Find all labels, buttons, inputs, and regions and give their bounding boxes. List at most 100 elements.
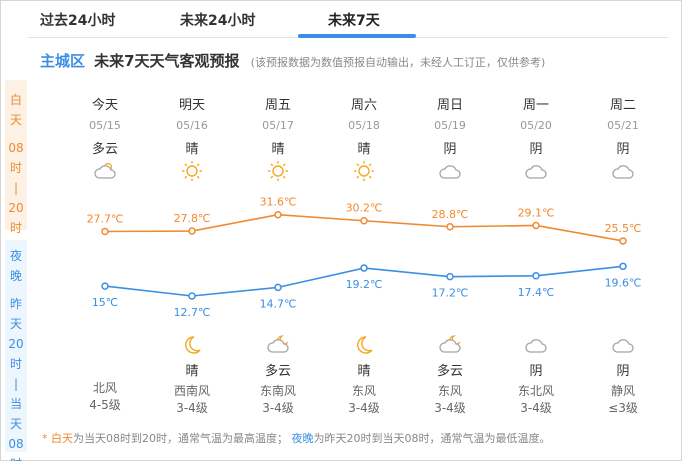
- day-date: 05/21: [607, 119, 639, 132]
- cloudy-night-icon: [439, 335, 461, 353]
- high-temp-label: 28.8℃: [432, 208, 469, 221]
- day-condition: 晴: [185, 142, 199, 157]
- night-column: 多云东南风 3-4级: [238, 331, 318, 416]
- sun-icon: [354, 161, 374, 181]
- high-temp-point: [446, 223, 454, 231]
- disclaimer-note: (该预报数据为数值预报自动输出，未经人工订正，仅供参考): [250, 56, 546, 69]
- cloudy-night-icon: [267, 335, 289, 353]
- wind-level: 3-4级: [176, 401, 208, 415]
- day-name: 明天: [178, 98, 205, 113]
- day-condition: 晴: [357, 142, 371, 157]
- cloud-icon: [525, 165, 547, 179]
- moon-icon: [185, 336, 201, 354]
- high-temp-label: 29.1℃: [518, 206, 555, 219]
- night-icon-slot: [238, 334, 318, 356]
- night-column: 北风 4-5级: [65, 331, 145, 413]
- day-date: 05/15: [89, 119, 121, 132]
- low-temp-point: [274, 283, 282, 292]
- side-label-char: 时: [5, 454, 27, 461]
- cloud-icon: [612, 339, 634, 353]
- high-temp-point: [101, 227, 109, 236]
- cloud-icon: [525, 339, 547, 353]
- night-condition: 多云: [264, 364, 291, 379]
- low-temp-label: 14.7℃: [260, 297, 297, 310]
- low-temp-point: [360, 264, 368, 272]
- day-column: 周日 05/19 阴: [415, 94, 485, 182]
- day-condition: 阴: [529, 142, 543, 157]
- night-column: 多云 东风 3-4级: [410, 331, 490, 416]
- day-column: 周二 05/21 阴: [588, 94, 658, 182]
- night-condition: 晴: [357, 364, 371, 379]
- high-temp-point: [619, 237, 627, 245]
- tab-bar: 过去24小时 未来24小时 未来7天: [28, 4, 668, 38]
- high-temp-label: 31.6℃: [260, 196, 297, 209]
- sun-icon: [182, 161, 202, 181]
- wind-direction: 静风: [610, 384, 635, 398]
- night-condition: 阴: [529, 364, 543, 379]
- day-column: 周一 05/20 阴: [501, 94, 571, 182]
- side-label-char: 天: [9, 417, 22, 431]
- tab-next-7d[interactable]: 未来7天: [328, 13, 380, 29]
- side-label-char: 时: [9, 357, 22, 371]
- wind-direction: 东南风: [259, 384, 296, 398]
- high-temp-point: [532, 221, 540, 230]
- low-temp-label: 19.6℃: [605, 276, 642, 289]
- side-label-char: 20: [8, 337, 24, 351]
- day-date: 05/16: [176, 119, 208, 132]
- wind-direction: 东北风: [517, 384, 554, 398]
- day-column: 今天 05/15 多云: [70, 94, 140, 182]
- side-label-char: 08: [8, 141, 24, 155]
- tab-past-24h[interactable]: 过去24小时: [40, 13, 116, 29]
- day-date: 05/19: [434, 119, 466, 132]
- cloud-icon: [439, 165, 461, 179]
- day-name: 今天: [91, 98, 118, 113]
- wind-level: 3-4级: [262, 401, 294, 415]
- side-label-char: 昨: [9, 297, 22, 311]
- side-label-char: 08: [8, 437, 24, 451]
- sun-icon: [268, 161, 288, 181]
- wind-level: 3-4级: [434, 401, 466, 415]
- footnote: * 白天为当天08时到20时，通常气温为最高温度； 夜晚为昨天20时到当天08时…: [42, 430, 551, 446]
- high-temp-point: [274, 210, 282, 219]
- tab-next-24h[interactable]: 未来24小时: [180, 13, 256, 29]
- day-name: 周五: [264, 98, 291, 113]
- footnote-day-text: 为当天08时到20时，通常气温为最高温度；: [73, 432, 288, 445]
- day-date: 05/18: [348, 119, 380, 132]
- wind-level: 3-4级: [348, 401, 380, 415]
- low-temp-label: 17.4℃: [518, 286, 555, 299]
- low-temp-label: 17.2℃: [432, 287, 469, 300]
- side-label-char: |: [13, 181, 19, 195]
- night-icon-slot: [152, 334, 232, 356]
- side-label-char: 20: [8, 201, 24, 215]
- low-temp-point: [188, 292, 196, 300]
- wind-direction: 东风: [437, 384, 462, 398]
- wind-level: ≤3级: [608, 401, 638, 415]
- day-name: 周一: [522, 98, 549, 113]
- day-period-label: 白天 08 时 | 20 时: [5, 80, 27, 235]
- night-column: 阴东北风 3-4级: [496, 331, 576, 416]
- night-column: 晴东风 3-4级: [324, 331, 404, 416]
- day-name: 周二: [609, 98, 636, 113]
- day-date: 05/17: [262, 119, 294, 132]
- low-temp-point: [446, 272, 454, 281]
- low-temp-label: 12.7℃: [174, 306, 211, 319]
- high-temp-label: 27.8℃: [174, 212, 211, 225]
- side-label-char: 天: [9, 317, 22, 331]
- low-temp-point: [101, 282, 109, 290]
- wind-level: 4-5级: [89, 398, 121, 412]
- day-condition: 晴: [271, 142, 285, 157]
- partly-cloudy-icon: [94, 162, 116, 179]
- day-name: 周日: [436, 98, 463, 113]
- night-condition: 晴: [185, 364, 199, 379]
- day-condition: 阴: [443, 142, 457, 157]
- side-label-char: 时: [9, 161, 22, 175]
- region-name: 主城区: [40, 52, 86, 70]
- active-tab-indicator: [298, 34, 416, 38]
- day-name: 周六: [350, 98, 377, 113]
- wind-level: 3-4级: [520, 401, 552, 415]
- night-icon-slot: [324, 334, 404, 356]
- night-icon-slot: [583, 334, 663, 356]
- day-date: 05/20: [520, 119, 552, 132]
- night-condition: 阴: [616, 364, 630, 379]
